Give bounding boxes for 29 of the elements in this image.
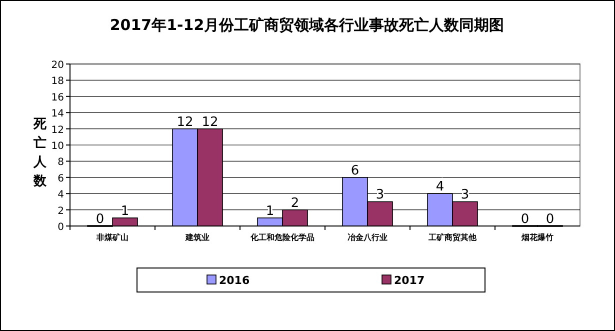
data-label: 12	[202, 114, 218, 130]
data-label: 2	[290, 196, 300, 211]
data-label: 0	[520, 212, 530, 227]
x-tick-label: 烟花爆竹	[520, 233, 554, 242]
y-tick-label: 4	[58, 190, 64, 201]
y-axis-title: 死亡人数	[32, 117, 48, 189]
y-tick-label: 2	[58, 206, 64, 217]
y-tick-label: 14	[51, 108, 64, 120]
y-tick-label: 20	[51, 60, 64, 71]
chart-title: 2017年1-12月份工矿商贸领域各行业事故死亡人数同期图	[110, 16, 504, 34]
x-tick-label: 化工和危险化学品	[250, 233, 314, 242]
y-tick-label: 16	[51, 92, 64, 104]
data-label: 12	[176, 114, 194, 130]
y-tick-label: 8	[58, 157, 64, 168]
y-tick-label: 12	[51, 124, 64, 136]
y-tick-label: 18	[51, 76, 64, 88]
data-label: 4	[436, 180, 444, 195]
y-tick-label: 10	[51, 141, 64, 152]
x-tick-label: 冶金八行业	[348, 233, 388, 242]
x-tick-label: 非煤矿山	[96, 232, 128, 242]
x-tick-label: 工矿商贸其他	[428, 232, 478, 242]
y-tick-label: 0	[58, 222, 64, 233]
data-label: 0	[546, 212, 554, 227]
x-tick-label: 建筑业	[184, 233, 210, 242]
legend-label: 2017	[394, 274, 425, 287]
data-label: 0	[96, 212, 104, 227]
legend-label: 2016	[219, 274, 250, 287]
y-tick-label: 6	[58, 173, 64, 184]
data-label: 6	[350, 163, 360, 178]
